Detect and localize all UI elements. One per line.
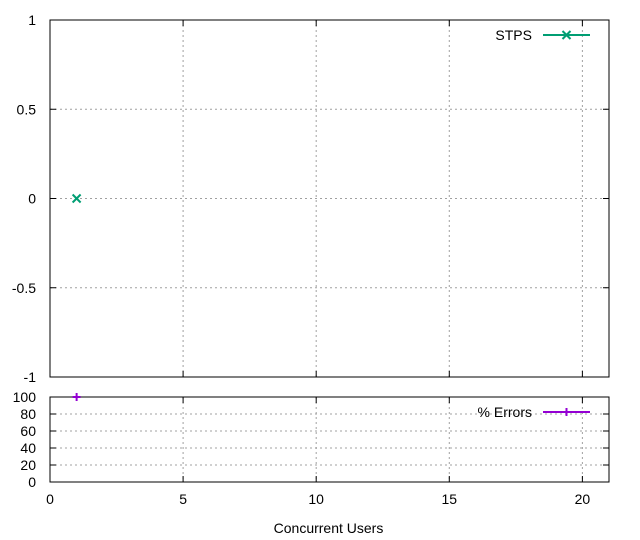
y-tick-label: 0.5 (17, 101, 37, 117)
plot-frame (49, 19, 610, 378)
legend-label: STPS (495, 27, 532, 43)
y-tick-label: 0 (28, 191, 36, 207)
y-tick-label: 80 (20, 406, 36, 422)
data-point (72, 393, 81, 401)
y-tick-label: 20 (20, 457, 36, 473)
x-axis-label: Concurrent Users (274, 520, 384, 536)
x-tick-label: 10 (308, 491, 324, 507)
legend-label: % Errors (478, 404, 532, 420)
legend-marker (561, 30, 572, 40)
x-tick-label: 0 (46, 491, 54, 507)
legend-marker (562, 408, 571, 416)
data-point (71, 193, 82, 204)
y-tick-label: -0.5 (12, 280, 36, 296)
x-tick-label: 15 (441, 491, 457, 507)
y-tick-label: 1 (28, 12, 36, 28)
y-tick-label: -1 (24, 369, 37, 385)
x-tick-label: 5 (179, 491, 187, 507)
y-tick-label: 40 (20, 440, 36, 456)
y-tick-label: 0 (28, 474, 36, 490)
y-tick-label: 100 (13, 389, 37, 405)
x-tick-label: 20 (575, 491, 591, 507)
plot-frame (49, 396, 610, 483)
y-tick-label: 60 (20, 423, 36, 439)
